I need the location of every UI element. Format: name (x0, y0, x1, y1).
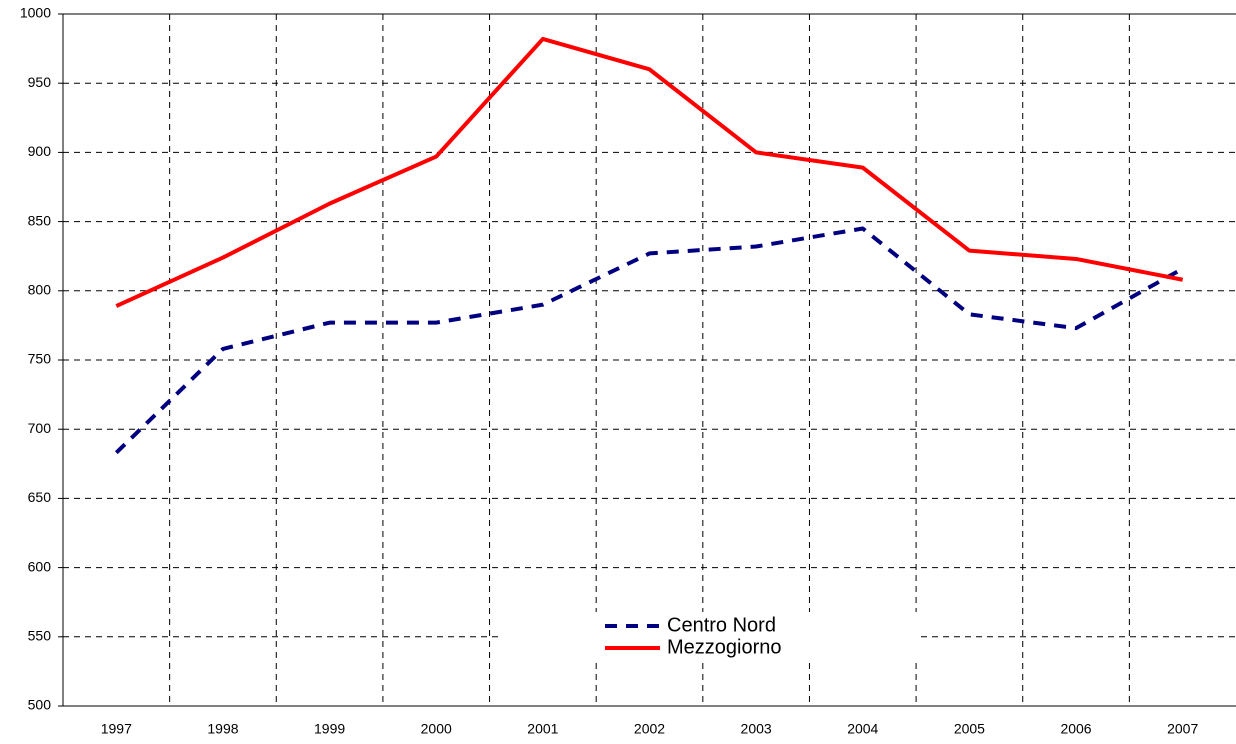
x-tick-label: 2005 (954, 721, 985, 737)
y-tick-label: 500 (28, 697, 52, 713)
legend-label: Centro Nord (667, 614, 776, 636)
y-tick-label: 600 (28, 558, 52, 574)
y-tick-label: 950 (28, 74, 52, 90)
y-tick-label: 650 (28, 489, 52, 505)
y-tick-label: 550 (28, 628, 52, 644)
x-tick-label: 2000 (421, 721, 452, 737)
y-tick-label: 900 (28, 143, 52, 159)
y-tick-label: 800 (28, 282, 52, 298)
y-tick-label: 850 (28, 212, 52, 228)
x-tick-label: 2007 (1167, 721, 1198, 737)
x-tick-label: 2003 (741, 721, 772, 737)
x-tick-label: 2004 (847, 721, 878, 737)
x-tick-label: 1998 (207, 721, 238, 737)
line-series (114, 226, 1184, 455)
y-tick-label: 750 (28, 351, 52, 367)
line-series (115, 36, 1184, 308)
y-tick-label: 1000 (20, 5, 51, 21)
x-tick-label: 2001 (527, 721, 558, 737)
y-tick-label: 700 (28, 420, 52, 436)
legend-label: Mezzogiorno (667, 636, 782, 658)
x-tick-label: 2006 (1060, 721, 1091, 737)
legend-box (500, 612, 920, 660)
x-tick-label: 1997 (101, 721, 132, 737)
x-tick-label: 2002 (634, 721, 665, 737)
x-tick-label: 1999 (314, 721, 345, 737)
